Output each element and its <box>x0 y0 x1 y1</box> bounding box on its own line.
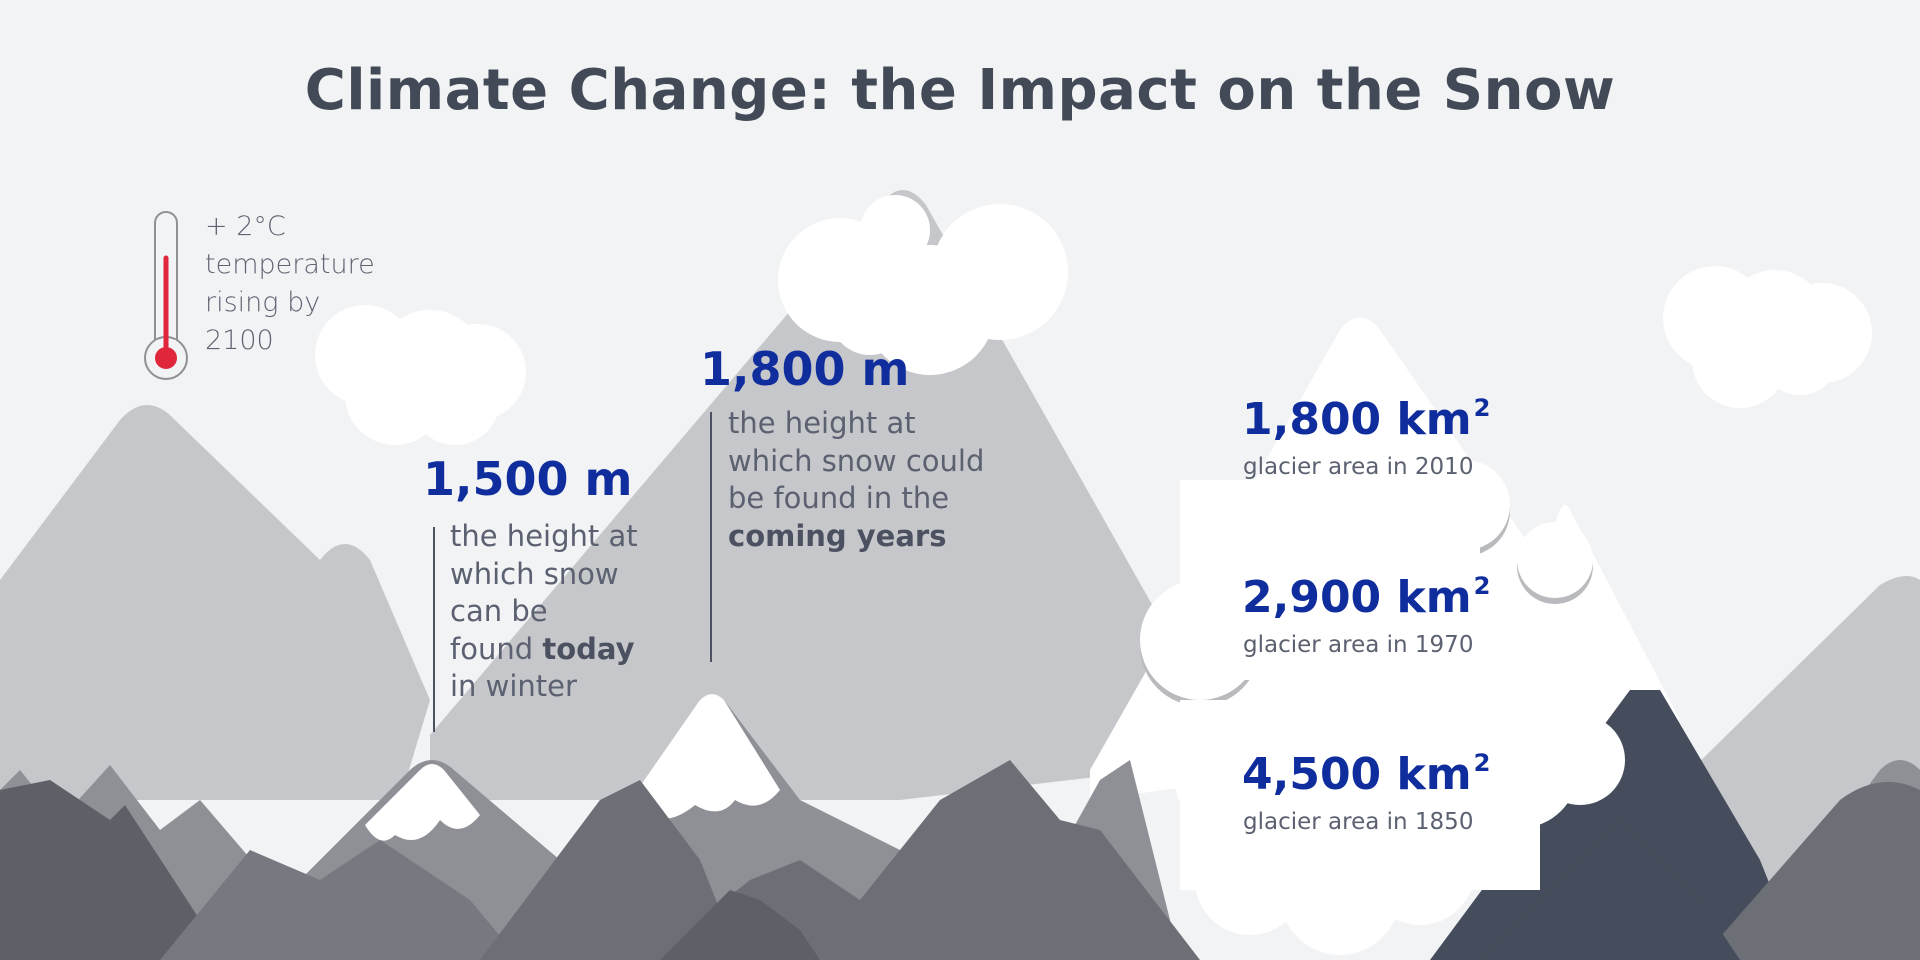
desc-line: be found in the <box>728 481 950 515</box>
desc-text: found <box>450 631 543 666</box>
desc-line: which snow could <box>728 443 985 478</box>
divider-line <box>710 412 712 662</box>
snow-cap-small <box>365 764 480 841</box>
mountain-dark-2 <box>160 840 520 960</box>
mountain-dark-4 <box>650 760 1200 960</box>
desc-line: which snow <box>450 556 619 591</box>
mountain-center-light <box>430 190 1240 800</box>
snow-height-today-value: 1,500 m <box>423 452 633 506</box>
glacier-area-1850-value: 4,500 km2 <box>1242 749 1490 800</box>
mountain-dark-5 <box>660 890 820 960</box>
mountain-left-light <box>0 405 430 800</box>
cloud-top <box>778 195 1068 375</box>
mountain-dark-1 <box>0 780 210 960</box>
desc-line: found today <box>450 631 670 669</box>
glacier-area-1970-value: 2,900 km2 <box>1242 572 1490 623</box>
desc-emphasis: today <box>542 631 635 666</box>
glacier-area-2010-value: 1,800 km2 <box>1242 394 1490 445</box>
desc-line: coming years <box>728 518 1028 556</box>
snow-height-today-desc: the height at which snow can be found to… <box>450 518 670 706</box>
temperature-note: + 2°C temperature rising by 2100 <box>205 208 435 360</box>
temperature-line-2: temperature <box>205 249 375 280</box>
mountain-dark-3 <box>480 780 740 960</box>
desc-line: the height at <box>450 519 638 553</box>
divider-line <box>433 527 435 732</box>
snow-cap-center <box>620 694 780 819</box>
glacier-area-2010-label: glacier area in 2010 <box>1243 454 1474 480</box>
temperature-line-3: rising by <box>205 287 321 318</box>
page-title: Climate Change: the Impact on the Snow <box>304 58 1616 123</box>
glacier-value-text: 2,900 km <box>1242 572 1472 624</box>
glacier-snow-mass <box>1140 455 1625 955</box>
cloud-right <box>1663 266 1872 408</box>
desc-line: can be <box>450 594 548 628</box>
cloud-left <box>315 305 526 445</box>
glacier-area-1970-label: glacier area in 1970 <box>1243 632 1474 658</box>
snow-height-future-desc: the height at which snow could be found … <box>728 405 1028 555</box>
glacier-unit-sup: 2 <box>1473 749 1491 777</box>
glacier-area-1850-label: glacier area in 1850 <box>1243 809 1474 835</box>
glacier-unit-sup: 2 <box>1473 394 1491 422</box>
glacier-unit-sup: 2 <box>1473 572 1491 600</box>
desc-emphasis: coming years <box>728 518 947 553</box>
temperature-line-1: + 2°C <box>205 211 286 242</box>
desc-line: in winter <box>450 669 577 703</box>
desc-line: the height at <box>728 406 916 440</box>
temperature-line-4: 2100 <box>205 325 274 356</box>
glacier-value-text: 4,500 km <box>1242 749 1472 801</box>
mountain-navy-front <box>1480 820 1740 960</box>
mountain-dark-6 <box>1700 782 1920 960</box>
glacier-value-text: 1,800 km <box>1242 394 1472 446</box>
snow-height-future-value: 1,800 m <box>700 342 910 396</box>
thermometer-icon <box>144 211 188 380</box>
